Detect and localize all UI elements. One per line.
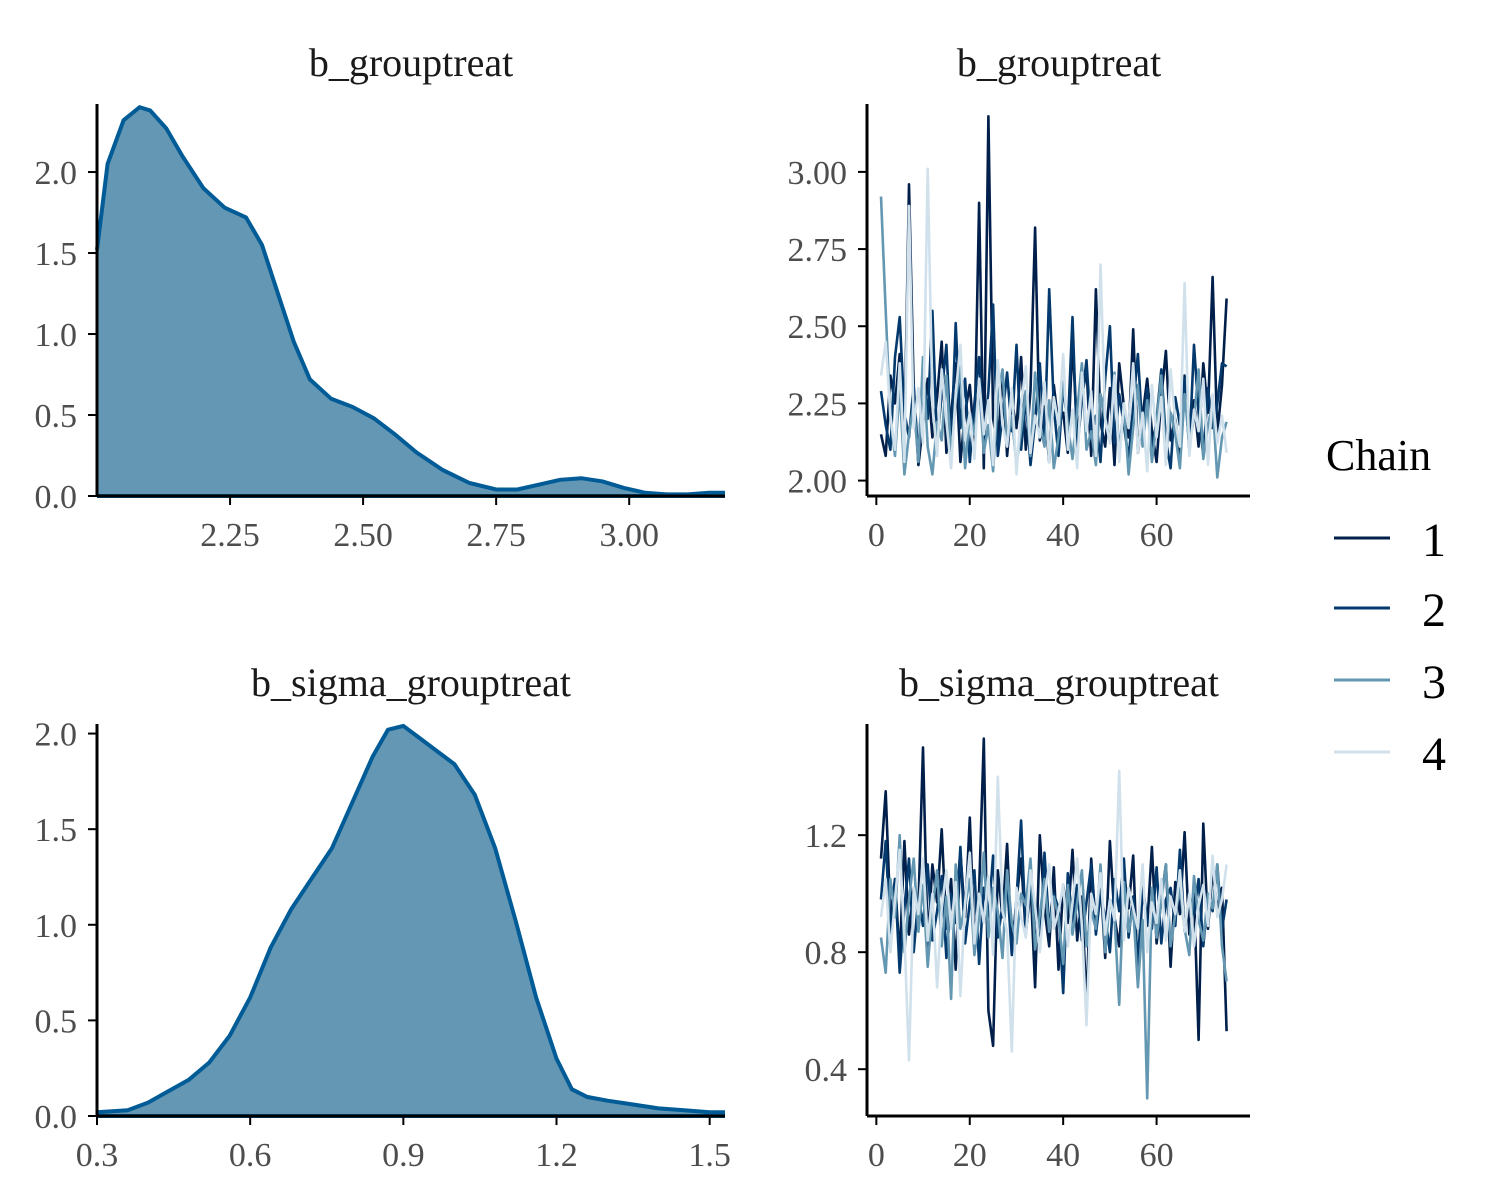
panel-title: b_sigma_grouptreat [899,660,1219,705]
x-tick-label: 0.3 [76,1137,119,1174]
x-tick-label: 3.00 [599,517,659,554]
density-area [97,107,725,496]
y-tick-label: 1.2 [805,818,848,855]
x-tick-label: 40 [1046,517,1080,554]
legend-label: 4 [1422,728,1446,781]
x-tick-label: 1.5 [688,1137,731,1174]
legend-label: 1 [1422,514,1446,567]
panel-title: b_sigma_grouptreat [251,660,571,705]
y-tick-label: 0.5 [35,1003,78,1040]
y-tick-label: 0.8 [805,935,848,972]
legend-item: 4 [1334,728,1446,781]
trace-panel-b-grouptreat: b_grouptreat 0 20 40 60 2.00 2.25 2.50 2.75 3.00 [788,40,1250,554]
panel-title: b_grouptreat [309,40,513,85]
legend-item: 2 [1334,584,1446,637]
x-tick-label: 20 [953,517,987,554]
panel-title: b_grouptreat [957,40,1161,85]
chain-4-trace-line [879,769,1228,1062]
chain-1-trace-line [879,737,1228,1048]
x-tick-label: 40 [1046,1137,1080,1174]
y-tick-label: 0.5 [35,398,78,435]
y-tick-label: 2.00 [788,464,848,501]
legend-item: 3 [1334,656,1446,709]
chain-4-trace-line [879,167,1228,476]
y-tick-label: 2.0 [35,155,78,192]
x-tick-label: 60 [1140,1137,1174,1174]
y-tick-label: 1.5 [35,812,78,849]
density-line [95,104,725,497]
x-tick-label: 2.50 [333,517,393,554]
density-line [96,723,725,1115]
x-tick-label: 0 [868,517,885,554]
y-tick-label: 3.00 [788,155,848,192]
legend-label: 3 [1422,656,1446,709]
x-tick-label: 0 [868,1137,885,1174]
y-tick-label: 2.50 [788,309,848,346]
legend-item: 1 [1334,514,1446,567]
y-tick-label: 2.0 [35,717,78,754]
x-tick-label: 20 [953,1137,987,1174]
y-tick-label: 0.0 [35,479,78,516]
trace-panel-b-sigma-grouptreat: b_sigma_grouptreat 0 20 40 60 0.4 0.8 1.2 [805,660,1250,1174]
x-tick-label: 2.25 [200,517,260,554]
plot-area: 0.3 0.6 0.9 1.2 1.5 0.0 0.5 1.0 1.5 2.0 [35,717,731,1174]
x-tick-label: 0.9 [382,1137,425,1174]
density-panel-b-sigma-grouptreat: b_sigma_grouptreat 0.3 0.6 0.9 1.2 1.5 0.0 0.5… [35,660,731,1174]
legend-label: 2 [1422,584,1446,637]
y-tick-label: 0.0 [35,1099,78,1136]
y-tick-label: 2.75 [788,232,848,269]
density-area [97,725,725,1116]
legend-title: Chain [1326,431,1431,480]
y-tick-label: 0.4 [805,1052,848,1089]
x-tick-label: 0.6 [229,1137,272,1174]
y-tick-label: 1.5 [35,236,78,273]
plot-area: 0 20 40 60 2.00 2.25 2.50 2.75 3.00 [788,104,1250,554]
x-tick-label: 2.75 [466,517,526,554]
y-tick-label: 1.0 [35,317,78,354]
x-tick-label: 1.2 [535,1137,578,1174]
y-tick-label: 2.25 [788,386,848,423]
x-tick-label: 60 [1140,517,1174,554]
y-tick-label: 1.0 [35,908,78,945]
plot-area: 2.25 2.50 2.75 3.00 0.0 0.5 1.0 1.5 2.0 [35,104,725,554]
plot-area: 0 20 40 60 0.4 0.8 1.2 [805,724,1250,1174]
legend: Chain 1 2 3 4 [1326,431,1446,781]
density-panel-b-grouptreat: b_grouptreat 2.25 2.50 2.75 3.00 0.0 0.5 1.0 1.… [35,40,725,554]
